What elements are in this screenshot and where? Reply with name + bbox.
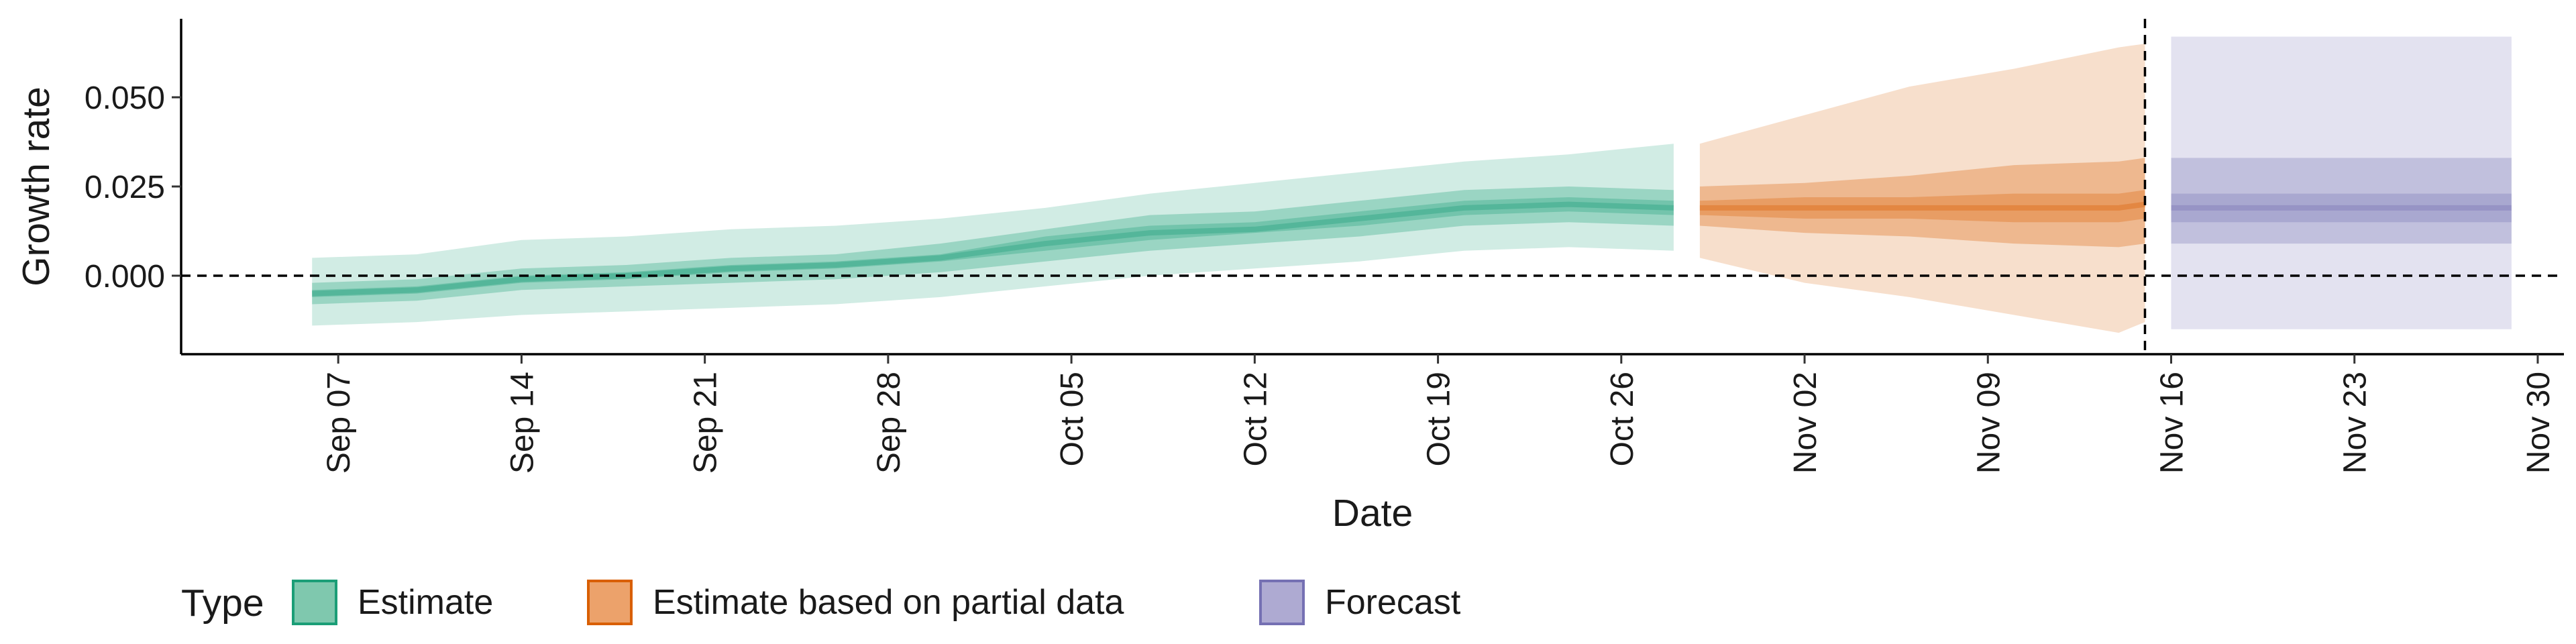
y-axis-title: Growth rate	[15, 87, 58, 286]
legend: Type Estimate Estimate based on partial da…	[181, 580, 1461, 625]
estimate-median-line	[312, 201, 1674, 297]
legend-label-0: Estimate	[358, 583, 493, 622]
partial-estimate-median-line	[1699, 201, 2146, 211]
x-tick-label: Sep 14	[504, 372, 540, 474]
x-tick-label: Oct 19	[1421, 372, 1457, 466]
partial-estimate-series	[1699, 44, 2146, 333]
x-tick-label: Oct 26	[1605, 372, 1640, 466]
plot-area	[312, 36, 2512, 333]
forecast-ci20-band	[2171, 193, 2512, 223]
forecast-ci50-band	[2171, 158, 2512, 244]
legend-title: Type	[181, 582, 264, 625]
legend-swatch-0	[292, 580, 337, 625]
estimate-ci90-band	[312, 144, 1674, 326]
partial-estimate-ci50-band	[1699, 158, 2145, 248]
legend-label-2: Forecast	[1325, 583, 1461, 622]
legend-swatch-1	[587, 580, 633, 625]
x-tick-label: Oct 12	[1238, 372, 1273, 466]
x-tick-label: Nov 09	[1971, 372, 2006, 474]
legend-label-1: Estimate based on partial data	[653, 583, 1124, 622]
x-tick-label: Sep 21	[688, 372, 724, 474]
x-tick-label: Sep 28	[871, 372, 907, 474]
x-tick-label: Nov 02	[1788, 372, 1823, 474]
estimate-series	[312, 144, 1674, 326]
x-tick-label: Sep 07	[321, 372, 357, 474]
x-tick-label: Nov 30	[2521, 372, 2557, 474]
x-axis-title: Date	[1332, 492, 1413, 535]
estimate-ci20-band	[312, 197, 1674, 297]
axes: 0.000 0.025 0.050 Sep 07 Sep 14 Sep 21 Sep 28 O…	[15, 19, 2564, 535]
legend-swatch-2	[1259, 580, 1305, 625]
partial-estimate-ci20-band	[1699, 190, 2145, 223]
x-tick-label: Nov 16	[2155, 372, 2190, 474]
y-tick-label: 0.025	[85, 170, 165, 205]
x-tick-label: Nov 23	[2338, 372, 2373, 474]
forecast-series	[2171, 36, 2512, 329]
y-tick-label: 0.050	[85, 80, 165, 116]
partial-estimate-ci90-band	[1699, 44, 2145, 333]
x-tick-label: Oct 05	[1055, 372, 1090, 466]
forecast-ci90-band	[2171, 36, 2512, 329]
y-tick-label: 0.000	[85, 259, 165, 294]
